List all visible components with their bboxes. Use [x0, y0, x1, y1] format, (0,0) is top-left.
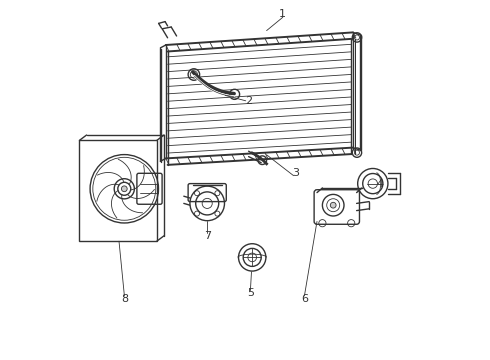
Text: 3: 3 [292, 168, 299, 178]
Text: 8: 8 [121, 294, 128, 304]
Text: 5: 5 [247, 288, 254, 298]
Text: 2: 2 [245, 96, 252, 106]
Text: 7: 7 [204, 231, 211, 241]
Text: 6: 6 [301, 294, 308, 304]
Text: 4: 4 [376, 179, 384, 189]
Circle shape [122, 186, 127, 192]
Circle shape [330, 202, 336, 208]
Text: 1: 1 [279, 9, 286, 19]
